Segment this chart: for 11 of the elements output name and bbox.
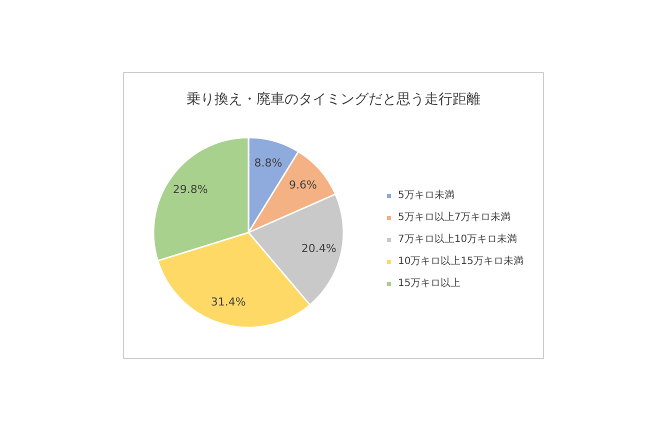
data-label: 29.8% [172,183,208,196]
legend-label: 15万キロ以上 [398,276,461,290]
legend-label: 5万キロ未満 [398,188,454,202]
data-label: 20.4% [301,242,336,256]
data-label: 8.8% [254,156,282,170]
legend-label: 5万キロ以上7万キロ未満 [398,210,511,224]
data-label: 31.4% [210,295,246,308]
legend-label: 10万キロ以上15万キロ未満 [398,254,524,268]
data-label: 9.6% [288,178,317,192]
chart-title: 乗り換え・廃車のタイミングだと思う走行距離 [186,92,480,108]
legend-label: 7万キロ以上10万キロ未満 [398,232,518,246]
